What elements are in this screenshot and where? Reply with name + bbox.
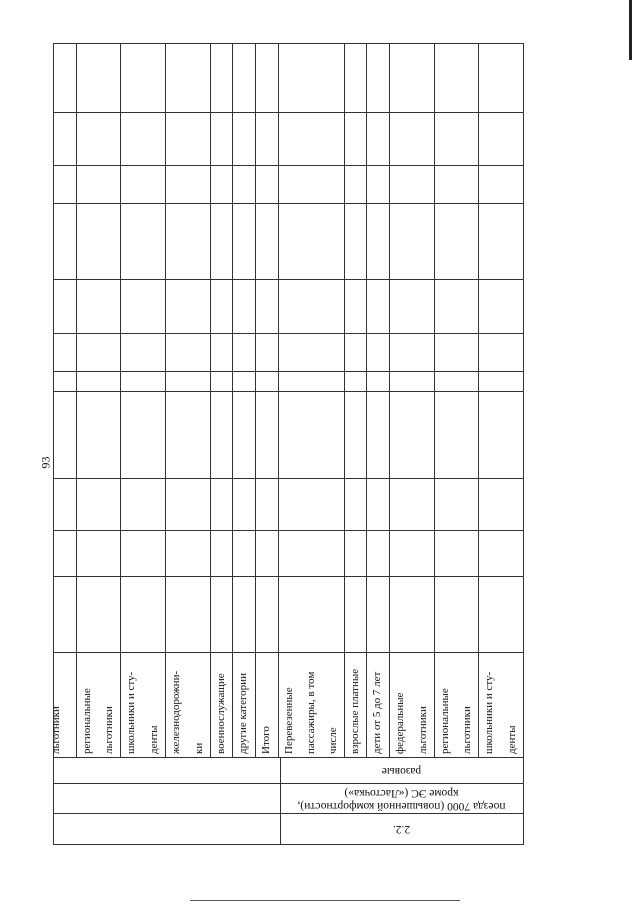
ticket-type-cell: разовые xyxy=(381,765,422,777)
row-label-line: льготники xyxy=(103,706,115,754)
row-label-cell: железнодорожни-ки xyxy=(165,652,210,757)
row-label-cell: региональные льготники xyxy=(434,652,478,757)
row-label-cell: Перевезенные пассажиры, в том числе xyxy=(278,652,344,757)
row-label-line: дети от 5 до 7 лет xyxy=(371,671,383,754)
table-row-line xyxy=(53,371,524,372)
table-row-line xyxy=(53,391,524,392)
row-label-line: военнослужащие xyxy=(215,673,227,754)
row-label-line: денты xyxy=(147,725,160,754)
row-label-line: школьники и сту- xyxy=(483,671,495,754)
table-column-line xyxy=(165,43,166,757)
table-row-line xyxy=(53,844,524,845)
row-label-line: взрослые платные xyxy=(349,668,361,754)
table-row-line xyxy=(53,279,524,280)
row-label-line: региональные xyxy=(81,688,93,754)
row-label-line: школьники и сту- xyxy=(125,671,137,754)
row-label-line: другие категории xyxy=(237,673,249,754)
row-label-line: региональные xyxy=(439,688,451,754)
row-label-line: льготники xyxy=(53,706,61,754)
table-row-line xyxy=(53,43,524,44)
row-label-cell: дети от 5 до 7 лет xyxy=(366,652,389,757)
row-label-line: ки xyxy=(192,742,205,754)
row-label-cell: региональные льготники xyxy=(76,652,120,757)
table-column-line xyxy=(53,43,54,844)
row-label-cell: другие категории xyxy=(232,652,255,757)
table-row-line xyxy=(53,203,524,204)
train-category-line-1: поезда 7000 (повышенной комфортности), xyxy=(297,800,506,812)
train-category-cell: поезда 7000 (повышенной комфортности), к… xyxy=(280,784,523,812)
table-row-line xyxy=(53,112,524,113)
table-row-line xyxy=(53,757,524,758)
row-label-line: денты xyxy=(505,725,518,754)
row-label-cell: школьники и сту-денты xyxy=(478,652,523,757)
table-column-line xyxy=(255,43,256,757)
table-column-line xyxy=(232,43,233,757)
table-row-line xyxy=(53,652,524,653)
table-column-line xyxy=(478,43,479,757)
table-column-line xyxy=(434,43,435,757)
table-row-line xyxy=(53,530,524,531)
row-label-line: железнодорожни- xyxy=(170,670,182,754)
row-label-cell: Итого xyxy=(255,652,278,757)
scan-edge xyxy=(629,0,632,60)
row-label-line: федеральные xyxy=(394,692,406,755)
table-column-line xyxy=(278,43,279,757)
table-column-line xyxy=(280,757,281,844)
table-row-line xyxy=(53,813,524,814)
row-label-line xyxy=(61,652,69,754)
page-number: 93 xyxy=(38,456,53,469)
row-label-line: пассажиры, в том xyxy=(305,671,317,754)
table-column-line xyxy=(120,43,121,757)
table-column-line xyxy=(344,43,345,757)
row-label-cell: федеральные льготники xyxy=(389,652,434,757)
divider xyxy=(190,900,460,901)
table-column-line xyxy=(389,43,390,757)
table-row-line xyxy=(53,333,524,334)
row-label-line: Перевезенные xyxy=(283,687,295,754)
row-label-cell: льготники xyxy=(53,652,76,757)
table-column-line xyxy=(523,43,524,844)
table-column-line xyxy=(210,43,211,757)
row-label-line xyxy=(68,652,76,754)
table-row-line xyxy=(53,576,524,577)
row-label-line: льготники xyxy=(461,706,473,754)
table-row-line xyxy=(53,783,524,784)
row-label-cell: взрослые платные xyxy=(344,652,366,757)
row-label-line: льготники xyxy=(416,706,429,754)
table-row-line xyxy=(53,478,524,479)
train-category-line-2: кроме ЭС («Ласточка») xyxy=(344,787,459,799)
row-label-line: Итого xyxy=(260,726,272,754)
section-number-cell: 2.2. xyxy=(392,823,411,835)
table-column-line xyxy=(366,43,367,757)
table-row-line xyxy=(53,165,524,166)
row-label-line: числе xyxy=(327,727,339,754)
table-column-line xyxy=(76,43,77,757)
row-label-cell: военнослужащие xyxy=(210,652,232,757)
row-label-cell: школьники и сту-денты xyxy=(120,652,165,757)
